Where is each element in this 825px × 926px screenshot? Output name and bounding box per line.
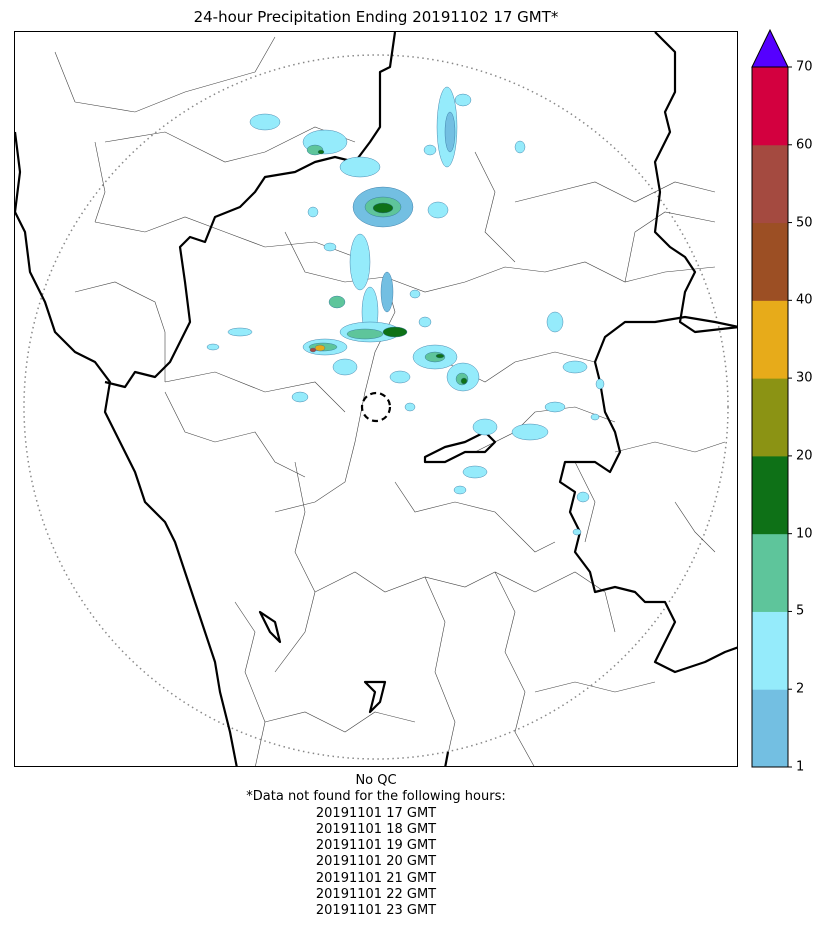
missing-hour: 20191101 22 GMT <box>315 887 437 903</box>
colorbar-segment <box>752 300 788 379</box>
colorbar-segment <box>752 67 788 146</box>
colorbar-tick-label: 60 <box>796 137 813 153</box>
map-canvas <box>15 32 737 766</box>
missing-data-note: *Data not found for the following hours: <box>246 789 506 805</box>
missing-hour: 20191101 19 GMT <box>315 838 437 854</box>
precipitation-map <box>14 31 738 767</box>
colorbar-outline <box>751 66 789 768</box>
colorbar-tick-label: 5 <box>796 603 805 619</box>
colorbar-tick-label: 10 <box>796 526 813 542</box>
missing-hour: 20191101 20 GMT <box>315 854 437 870</box>
colorbar-segment <box>752 378 788 457</box>
colorbar-segment <box>752 611 788 690</box>
colorbar-segment <box>752 533 788 612</box>
map-footer: No QC *Data not found for the following … <box>0 773 752 920</box>
colorbar <box>751 28 792 768</box>
colorbar-tick-label: 30 <box>796 370 813 386</box>
dashed-circle-icon <box>360 391 392 423</box>
missing-hour: 20191101 23 GMT <box>315 903 437 919</box>
colorbar-tick-label: 2 <box>796 681 805 697</box>
colorbar-tick-label: 50 <box>796 215 813 231</box>
state-boundaries <box>15 32 737 766</box>
colorbar-tick-label: 70 <box>796 59 813 75</box>
map-title: 24-hour Precipitation Ending 20191102 17… <box>193 8 559 26</box>
colorbar-tick-label: 40 <box>796 292 813 308</box>
colorbar-extend-arrow <box>751 28 789 68</box>
missing-hour: 20191101 21 GMT <box>315 870 437 886</box>
missing-hour: 20191101 17 GMT <box>315 805 437 821</box>
missing-hour: 20191101 18 GMT <box>315 821 437 837</box>
district-boundaries <box>54 36 726 766</box>
colorbar-segment <box>752 689 788 768</box>
colorbar-segment <box>752 144 788 224</box>
colorbar-segment <box>752 455 788 535</box>
qc-status: No QC <box>355 773 397 788</box>
colorbar-tick-label: 20 <box>796 448 813 464</box>
colorbar-tick-label: 1 <box>796 759 805 775</box>
colorbar-segment <box>752 222 788 301</box>
precipitation-field <box>206 86 605 536</box>
radar-range-ring <box>23 54 729 760</box>
